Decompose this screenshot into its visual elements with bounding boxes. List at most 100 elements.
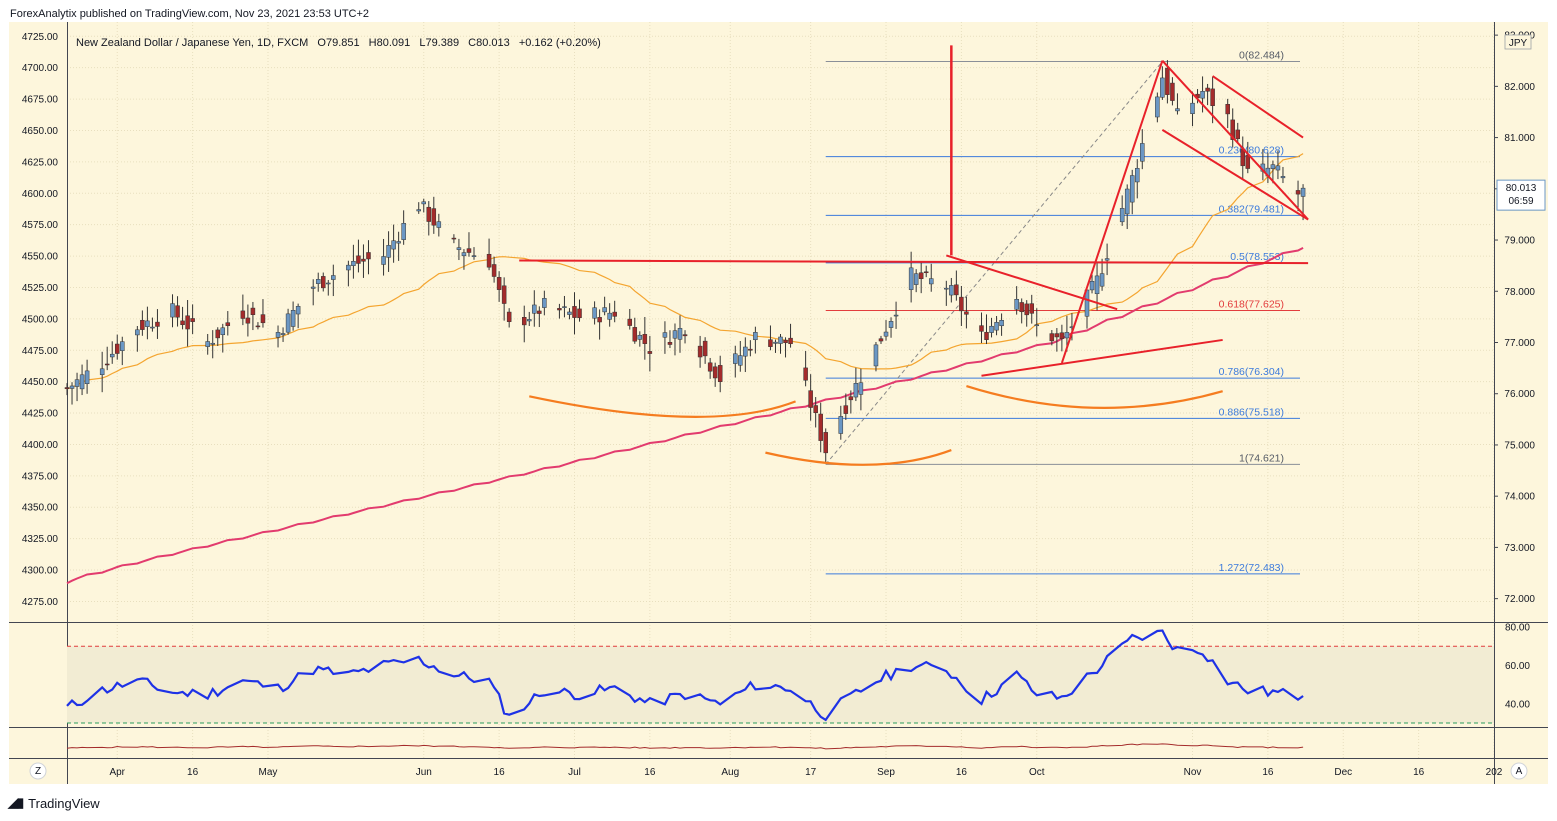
candle-body <box>321 276 326 289</box>
candle-body <box>913 273 919 285</box>
candle-body <box>180 320 185 326</box>
candle-body <box>567 311 572 315</box>
time-axis-tick-label: Jul <box>568 767 581 778</box>
candle-body <box>310 286 316 289</box>
rsi-axis-tick-label: 80.00 <box>1505 623 1530 634</box>
left-axis-tick-label: 4575.00 <box>22 220 59 231</box>
fib-level-label: 1(74.621) <box>1239 452 1284 464</box>
oscillator-indicator <box>66 743 1304 750</box>
candle-body <box>456 247 462 250</box>
candle-body <box>984 331 989 340</box>
candle-body <box>1049 333 1055 342</box>
candle-body <box>853 383 859 398</box>
candle-body <box>260 314 266 324</box>
candle-body <box>989 325 994 333</box>
candle-body <box>803 367 808 381</box>
candle-body <box>79 374 85 390</box>
fib-level-label: 0.786(76.304) <box>1219 366 1284 378</box>
candle-body <box>1205 87 1210 92</box>
tradingview-logo-icon: ◢▮ <box>8 795 24 810</box>
candle-body <box>1054 333 1060 338</box>
candle-body <box>923 271 929 274</box>
candle-body <box>607 312 612 320</box>
candle-body <box>356 255 361 264</box>
moving-averages <box>66 153 1304 585</box>
rsi-axis-tick-label: 40.00 <box>1505 699 1530 710</box>
candle-body <box>843 405 849 414</box>
candle-body <box>954 284 959 296</box>
last-price-value: 80.013 <box>1506 183 1537 194</box>
right-axis-tick-label: 73.000 <box>1504 543 1535 554</box>
candle-body <box>949 285 954 296</box>
candle-body <box>285 313 291 333</box>
rsi-indicator[interactable] <box>66 629 1494 724</box>
left-price-axis[interactable]: 4725.00 4700.00 4675.00 4650.00 4625.00 4600.… <box>22 32 59 608</box>
candle-body <box>275 332 281 338</box>
candle-body <box>672 330 678 339</box>
candle-body <box>1119 208 1125 223</box>
candle-body <box>346 264 351 271</box>
time-axis-tick-label: Nov <box>1184 767 1202 778</box>
left-axis-tick-label: 4725.00 <box>22 32 59 43</box>
candle-body <box>647 351 653 354</box>
currency-label: JPY <box>1509 38 1528 49</box>
rounding-bottom-arc-1 <box>529 395 796 418</box>
last-price-tag: 80.013 06:59 <box>1496 179 1546 211</box>
candle-body <box>702 340 708 357</box>
candle-body <box>918 272 924 279</box>
candle-body <box>1089 280 1095 291</box>
candlestick-series[interactable] <box>64 60 1306 463</box>
right-axis-tick-label: 79.000 <box>1504 236 1535 247</box>
candle-body <box>175 305 180 318</box>
candle-body <box>818 413 823 441</box>
candle-body <box>84 370 90 385</box>
currency-badge <box>1504 34 1532 50</box>
published-info: ForexAnalytix published on TradingView.c… <box>10 8 370 20</box>
candle-body <box>632 327 638 342</box>
candle-body <box>326 282 331 285</box>
candle-body <box>838 416 844 434</box>
candle-body <box>145 320 150 327</box>
candle-body <box>637 334 643 340</box>
candle-body <box>170 303 175 318</box>
candle-body <box>120 341 125 351</box>
candle-body <box>662 332 668 338</box>
oscillator-line <box>66 743 1304 750</box>
candle-body <box>682 334 688 337</box>
auto-scale-button[interactable] <box>1510 762 1528 780</box>
time-axis-tick-label: 16 <box>187 767 199 778</box>
rounding-bottom-arc-3 <box>966 384 1223 409</box>
candle-body <box>109 353 115 358</box>
price-chart[interactable]: 0(82.484) 0.236(80.628) 0.382(79.481) 0.5(7… <box>0 22 1557 790</box>
time-axis-bg[interactable] <box>9 758 1548 784</box>
candle-body <box>768 339 773 347</box>
candle-body <box>491 264 497 277</box>
candle-body <box>99 368 105 375</box>
candle-body <box>878 338 884 342</box>
candle-body <box>908 267 914 290</box>
rsi-band <box>67 646 1494 723</box>
candle-body <box>215 329 220 339</box>
left-axis-tick-label: 4675.00 <box>22 95 59 106</box>
candle-body <box>280 333 286 336</box>
right-axis-tick-label: 74.000 <box>1504 492 1535 503</box>
tradingview-brand: TradingView <box>28 795 100 811</box>
left-axis-tick-label: 4450.00 <box>22 377 59 388</box>
tradingview-logo[interactable]: ◢▮ TradingView <box>8 795 100 811</box>
candle-body <box>150 326 155 329</box>
candle-body <box>190 318 195 322</box>
candle-body <box>401 223 406 240</box>
candle-body <box>240 310 246 319</box>
candle-body <box>210 342 215 345</box>
zoom-button[interactable] <box>29 762 47 780</box>
time-axis[interactable]: Apr 16 May Jun 16 Jul 16 Aug 17 Sep 16 Oct Nov 16 Dec 1… <box>109 767 1502 778</box>
candle-body <box>557 308 562 311</box>
candle-body <box>959 296 964 312</box>
candle-body <box>743 346 748 357</box>
candle-body <box>331 275 336 280</box>
left-axis-tick-label: 4475.00 <box>22 346 59 357</box>
chart-drawings[interactable] <box>519 45 1309 466</box>
candle-body <box>717 365 723 382</box>
fib-level-label: 0.618(77.625) <box>1219 298 1284 310</box>
candle-body <box>562 306 567 308</box>
